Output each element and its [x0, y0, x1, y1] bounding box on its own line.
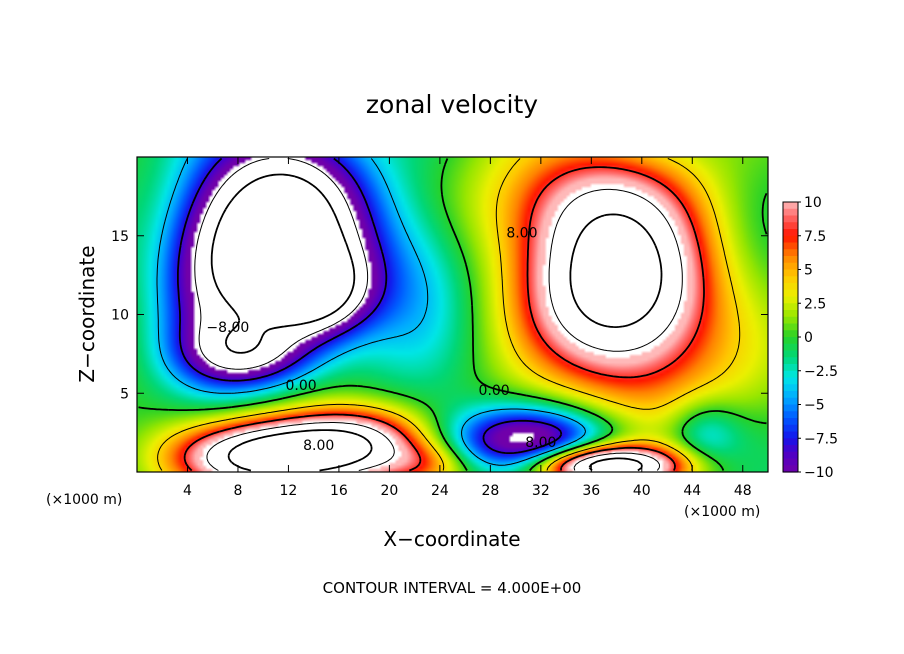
- contour-level-4: [157, 158, 741, 471]
- colorbar-tick-label: 2.5: [804, 296, 826, 312]
- x-tick-label: 44: [683, 483, 701, 499]
- colorbar-swatch: [783, 357, 798, 365]
- colorbar-swatch: [783, 411, 798, 419]
- colorbar-swatch: [783, 269, 798, 277]
- x-tick-label: 8: [233, 483, 242, 499]
- y-tick-label: 15: [111, 229, 129, 245]
- colorbar-swatch: [783, 303, 798, 311]
- colorbar-swatch: [783, 208, 798, 217]
- x-axis-ticks: 4 8 12 16 20 24 28 32 36 40 44 48: [183, 157, 752, 499]
- colorbar-swatch: [783, 296, 798, 304]
- colorbar: 10 7.5 5 2.5 0 −2.5 −5 −7.5 −10: [782, 195, 838, 481]
- colorbar-tick-label: −2.5: [804, 364, 838, 380]
- colorbar-tick-label: 10: [804, 195, 822, 211]
- colorbar-swatch: [783, 424, 798, 433]
- colorbar-swatch: [783, 451, 798, 460]
- contour-label: 0.00: [479, 383, 510, 399]
- x-tick-label: 16: [330, 483, 348, 499]
- colorbar-swatch: [783, 445, 798, 453]
- x-tick-label: 36: [582, 483, 600, 499]
- colorbar-swatch: [783, 384, 798, 392]
- colorbar-swatch: [783, 289, 798, 298]
- colorbar-tick-label: −5: [804, 398, 825, 414]
- colorbar-swatch: [783, 404, 798, 412]
- x-tick-label: 32: [532, 483, 550, 499]
- contour-label: 8.00: [506, 225, 537, 241]
- colorbar-swatch: [783, 323, 798, 331]
- colorbar-swatch: [783, 316, 798, 325]
- colorbar-swatch: [783, 249, 798, 257]
- colorbar-swatch: [783, 256, 798, 264]
- contour-level-8: [183, 166, 705, 472]
- colorbar-swatch: [783, 229, 798, 237]
- contour-level-neg8: [177, 157, 563, 454]
- x-axis-label: X−coordinate: [383, 527, 520, 551]
- colorbar-swatch: [783, 242, 798, 250]
- contour-label: 8.00: [303, 438, 334, 454]
- x-tick-label: 40: [633, 483, 651, 499]
- x-tick-label: 12: [280, 483, 298, 499]
- colorbar-swatch: [783, 350, 798, 358]
- colorbar-tick-label: 5: [804, 263, 813, 279]
- y-tick-label: 10: [111, 308, 129, 324]
- colorbar-swatch: [783, 276, 798, 284]
- colorbar-swatch: [783, 222, 798, 230]
- contour-interval-note: CONTOUR INTERVAL = 4.000E+00: [323, 579, 582, 597]
- colorbar-swatch: [783, 262, 798, 271]
- colorbar-swatch: [783, 202, 798, 210]
- colorbar-tick-label: 7.5: [804, 229, 826, 245]
- colorbar-swatch: [783, 418, 798, 426]
- x-unit-left: (×1000 m): [46, 492, 122, 508]
- colorbar-swatch: [783, 377, 798, 385]
- colorbar-swatch: [783, 438, 798, 446]
- colorbar-swatch: [783, 310, 798, 318]
- y-axis-ticks: 5 10 15: [111, 229, 768, 402]
- contour-level-neg4: [156, 158, 586, 466]
- contour-label: 0.00: [285, 378, 316, 394]
- colorbar-swatch: [783, 343, 798, 352]
- colorbar-swatch: [783, 397, 798, 406]
- colorbar-swatch: [783, 364, 798, 372]
- colorbar-tick-label: −7.5: [804, 431, 838, 447]
- x-unit-right: (×1000 m): [684, 504, 760, 520]
- velocity-field-image: [137, 157, 768, 472]
- colorbar-swatch: [783, 330, 798, 338]
- x-tick-label: 24: [431, 483, 449, 499]
- heatmap-field: [137, 157, 768, 472]
- contour-level-0: [138, 158, 768, 472]
- colorbar-swatch: [783, 337, 798, 345]
- contour-level-16: [227, 213, 663, 472]
- colorbar-swatch: [783, 458, 798, 466]
- colorbar-tick-label: 0: [804, 330, 813, 346]
- x-tick-label: 28: [481, 483, 499, 499]
- x-tick-label: 4: [183, 483, 192, 499]
- contour-label: −8.00: [206, 320, 249, 336]
- colorbar-swatch: [783, 465, 798, 473]
- contour-label: 8.00: [525, 435, 556, 451]
- y-tick-label: 5: [120, 386, 129, 402]
- contour-lines: [138, 157, 768, 472]
- x-tick-label: 48: [734, 483, 752, 499]
- colorbar-swatch: [783, 283, 798, 291]
- contour-level-12: [206, 188, 683, 471]
- colorbar-swatch: [783, 370, 798, 379]
- x-tick-label: 20: [380, 483, 398, 499]
- colorbar-swatch: [783, 235, 798, 244]
- colorbar-tick-label: −10: [804, 465, 834, 481]
- colorbar-swatch: [783, 431, 798, 439]
- colorbar-swatch: [783, 391, 798, 399]
- contour-level-neg12: [194, 158, 369, 370]
- y-axis-label: Z−coordinate: [75, 245, 99, 382]
- chart-title: zonal velocity: [366, 90, 538, 119]
- contour-level-neg16: [210, 173, 356, 354]
- colorbar-swatch: [783, 215, 798, 223]
- contour-labels: 8.00 −8.00 0.00 0.00 8.00 8.00: [206, 225, 556, 454]
